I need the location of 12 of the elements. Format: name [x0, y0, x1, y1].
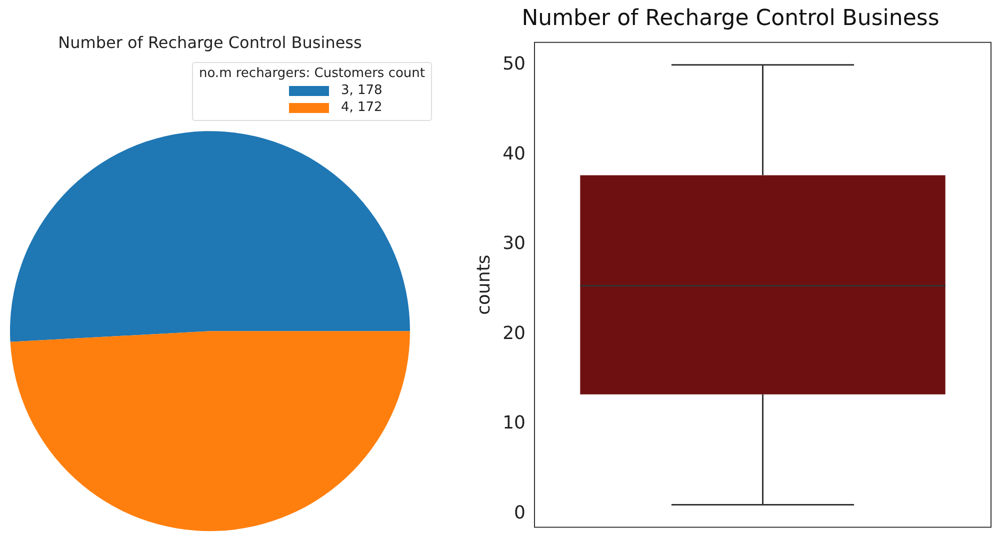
y-tick-label: 40: [502, 143, 526, 164]
y-tick-label: 10: [502, 412, 526, 434]
legend-title: no.m rechargers: Customers count: [198, 66, 425, 81]
y-tick-label: 50: [502, 54, 526, 75]
y-axis-title: counts: [473, 254, 494, 315]
chart-title: Number of Recharge Control Business: [522, 6, 940, 31]
legend-label: 4, 172: [340, 100, 382, 115]
chart-title: Number of Recharge Control Business: [58, 32, 362, 52]
y-tick-label: 0: [514, 502, 526, 524]
y-tick-label: 20: [502, 322, 526, 344]
y-tick-label: 30: [502, 233, 526, 254]
legend-label: 3, 178: [340, 83, 382, 98]
